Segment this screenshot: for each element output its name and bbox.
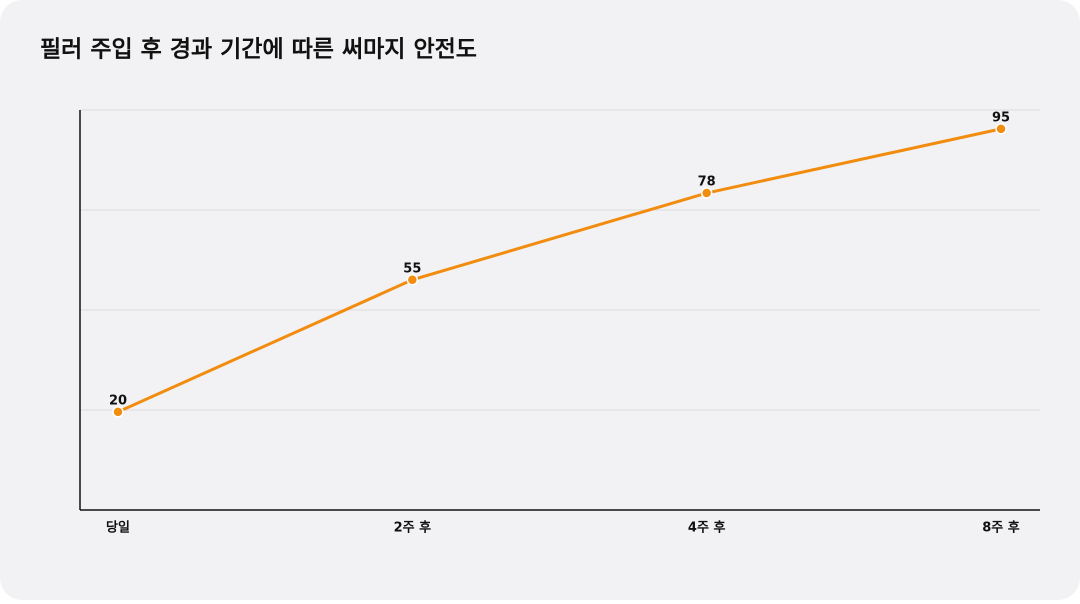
point (995, 123, 1007, 135)
value-label: 78 (698, 175, 716, 190)
x-tick-label: 2주 후 (394, 520, 432, 536)
chart-title: 필러 주입 후 경과 기간에 따른 써마지 안전도 (40, 37, 477, 63)
line (117, 127, 1002, 414)
value-label: 20 (109, 393, 127, 408)
x-tick-label: 8주 후 (982, 520, 1020, 536)
x-tick-label: 당일 (106, 520, 130, 536)
value-label: 55 (403, 261, 421, 276)
value-label: 95 (992, 110, 1010, 125)
point (700, 187, 713, 199)
x-tick-label: 4주 후 (688, 520, 726, 536)
point (406, 274, 419, 286)
point (112, 406, 124, 418)
